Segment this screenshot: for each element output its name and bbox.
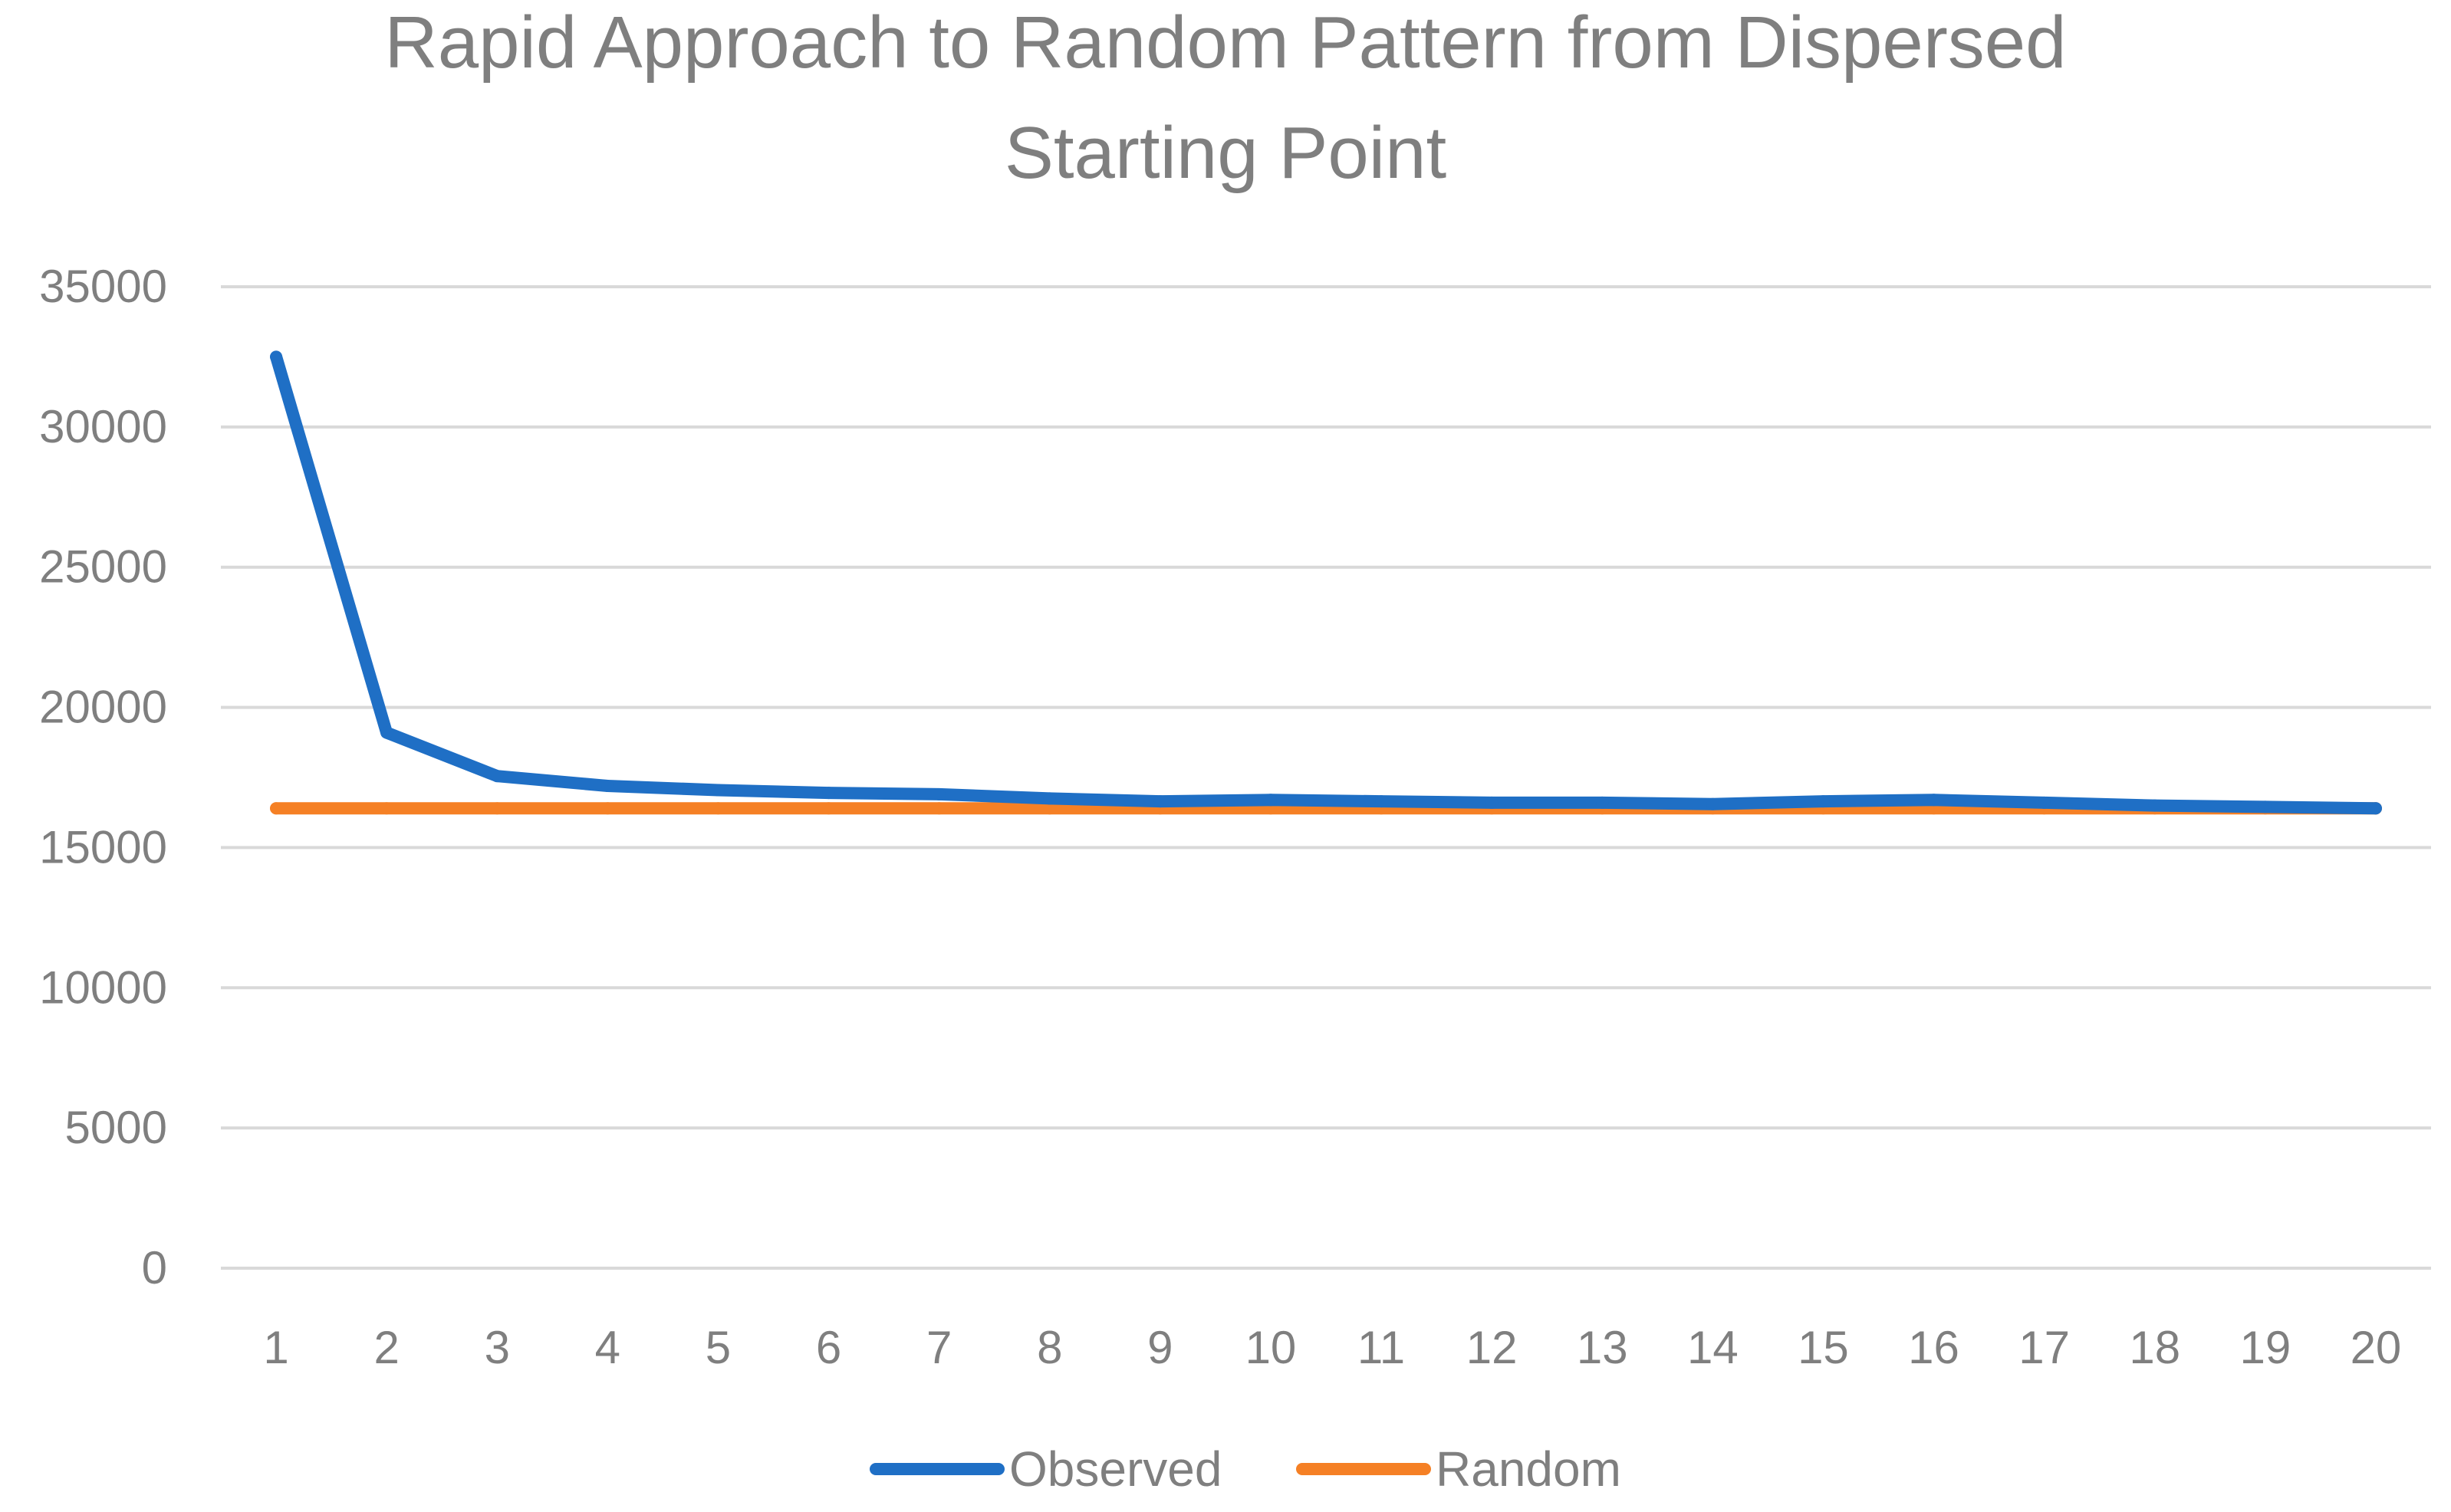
data-point-observed <box>1817 795 1830 808</box>
data-point-random <box>712 802 725 815</box>
x-tick-label: 2 <box>373 1322 399 1373</box>
data-point-observed <box>1264 794 1277 807</box>
data-point-observed <box>1596 796 1609 809</box>
data-point-observed <box>491 770 504 783</box>
y-tick-label: 20000 <box>39 682 167 733</box>
y-tick-label: 35000 <box>39 261 167 312</box>
x-tick-label: 7 <box>926 1322 952 1373</box>
y-tick-label: 15000 <box>39 821 167 873</box>
series-line-observed <box>270 350 2382 815</box>
y-tick-label: 30000 <box>39 401 167 452</box>
data-point-observed <box>2038 796 2051 809</box>
data-point-random <box>380 802 393 815</box>
x-tick-label: 8 <box>1037 1322 1062 1373</box>
y-axis-tick-labels: 0 5000 10000 15000 20000 25000 30000 35000 <box>39 261 167 1293</box>
data-point-observed <box>1927 794 1940 807</box>
data-point-observed <box>1706 797 1719 810</box>
chart-title-line-2: Starting Point <box>1005 112 1446 194</box>
x-tick-label: 19 <box>2239 1322 2291 1373</box>
x-tick-label: 1 <box>263 1322 288 1373</box>
data-point-observed <box>2369 802 2382 815</box>
data-point-random <box>270 802 283 815</box>
x-tick-label: 18 <box>2129 1322 2180 1373</box>
data-point-observed <box>2259 800 2272 814</box>
legend-label-observed: Observed <box>1009 1441 1222 1497</box>
x-tick-label: 13 <box>1577 1322 1628 1373</box>
x-tick-label: 16 <box>1908 1322 1959 1373</box>
data-point-observed <box>601 779 614 792</box>
series-lines <box>270 350 2382 815</box>
data-point-random <box>1043 802 1056 815</box>
x-tick-label: 4 <box>595 1322 620 1373</box>
legend: Observed Random <box>870 1441 1621 1497</box>
y-tick-label: 10000 <box>39 961 167 1013</box>
data-point-random <box>933 802 946 815</box>
data-point-observed <box>822 787 835 800</box>
x-axis-tick-labels: 1 2 3 4 5 6 7 8 9 10 11 12 13 14 15 16 17 18 19 20 <box>263 1322 2401 1373</box>
y-tick-label: 5000 <box>65 1102 167 1153</box>
data-point-observed <box>380 726 393 739</box>
data-point-observed <box>2148 799 2161 812</box>
data-point-random <box>601 802 614 815</box>
x-tick-label: 20 <box>2351 1322 2402 1373</box>
data-point-observed <box>1043 792 1056 805</box>
data-point-observed <box>270 350 283 363</box>
chart-title-line-1: Rapid Approach to Random Pattern from Di… <box>384 2 2066 84</box>
data-point-observed <box>1375 795 1388 808</box>
x-tick-label: 3 <box>485 1322 510 1373</box>
data-point-observed <box>712 784 725 797</box>
y-tick-label: 0 <box>142 1242 167 1293</box>
x-tick-label: 10 <box>1245 1322 1297 1373</box>
x-tick-label: 11 <box>1357 1322 1405 1373</box>
data-point-random <box>822 802 835 815</box>
x-tick-label: 15 <box>1798 1322 1849 1373</box>
x-tick-label: 9 <box>1147 1322 1173 1373</box>
data-point-observed <box>1485 796 1499 809</box>
gridlines <box>221 285 2431 1270</box>
y-tick-label: 25000 <box>39 541 167 593</box>
data-point-observed <box>1153 795 1166 808</box>
x-tick-label: 17 <box>2018 1322 2070 1373</box>
x-tick-label: 5 <box>706 1322 731 1373</box>
x-tick-label: 12 <box>1466 1322 1518 1373</box>
data-point-observed <box>933 787 946 800</box>
x-tick-label: 6 <box>816 1322 841 1373</box>
legend-label-random: Random <box>1436 1441 1621 1497</box>
data-point-random <box>491 802 504 815</box>
x-tick-label: 14 <box>1687 1322 1739 1373</box>
chart-title: Rapid Approach to Random Pattern from Di… <box>384 2 2066 194</box>
